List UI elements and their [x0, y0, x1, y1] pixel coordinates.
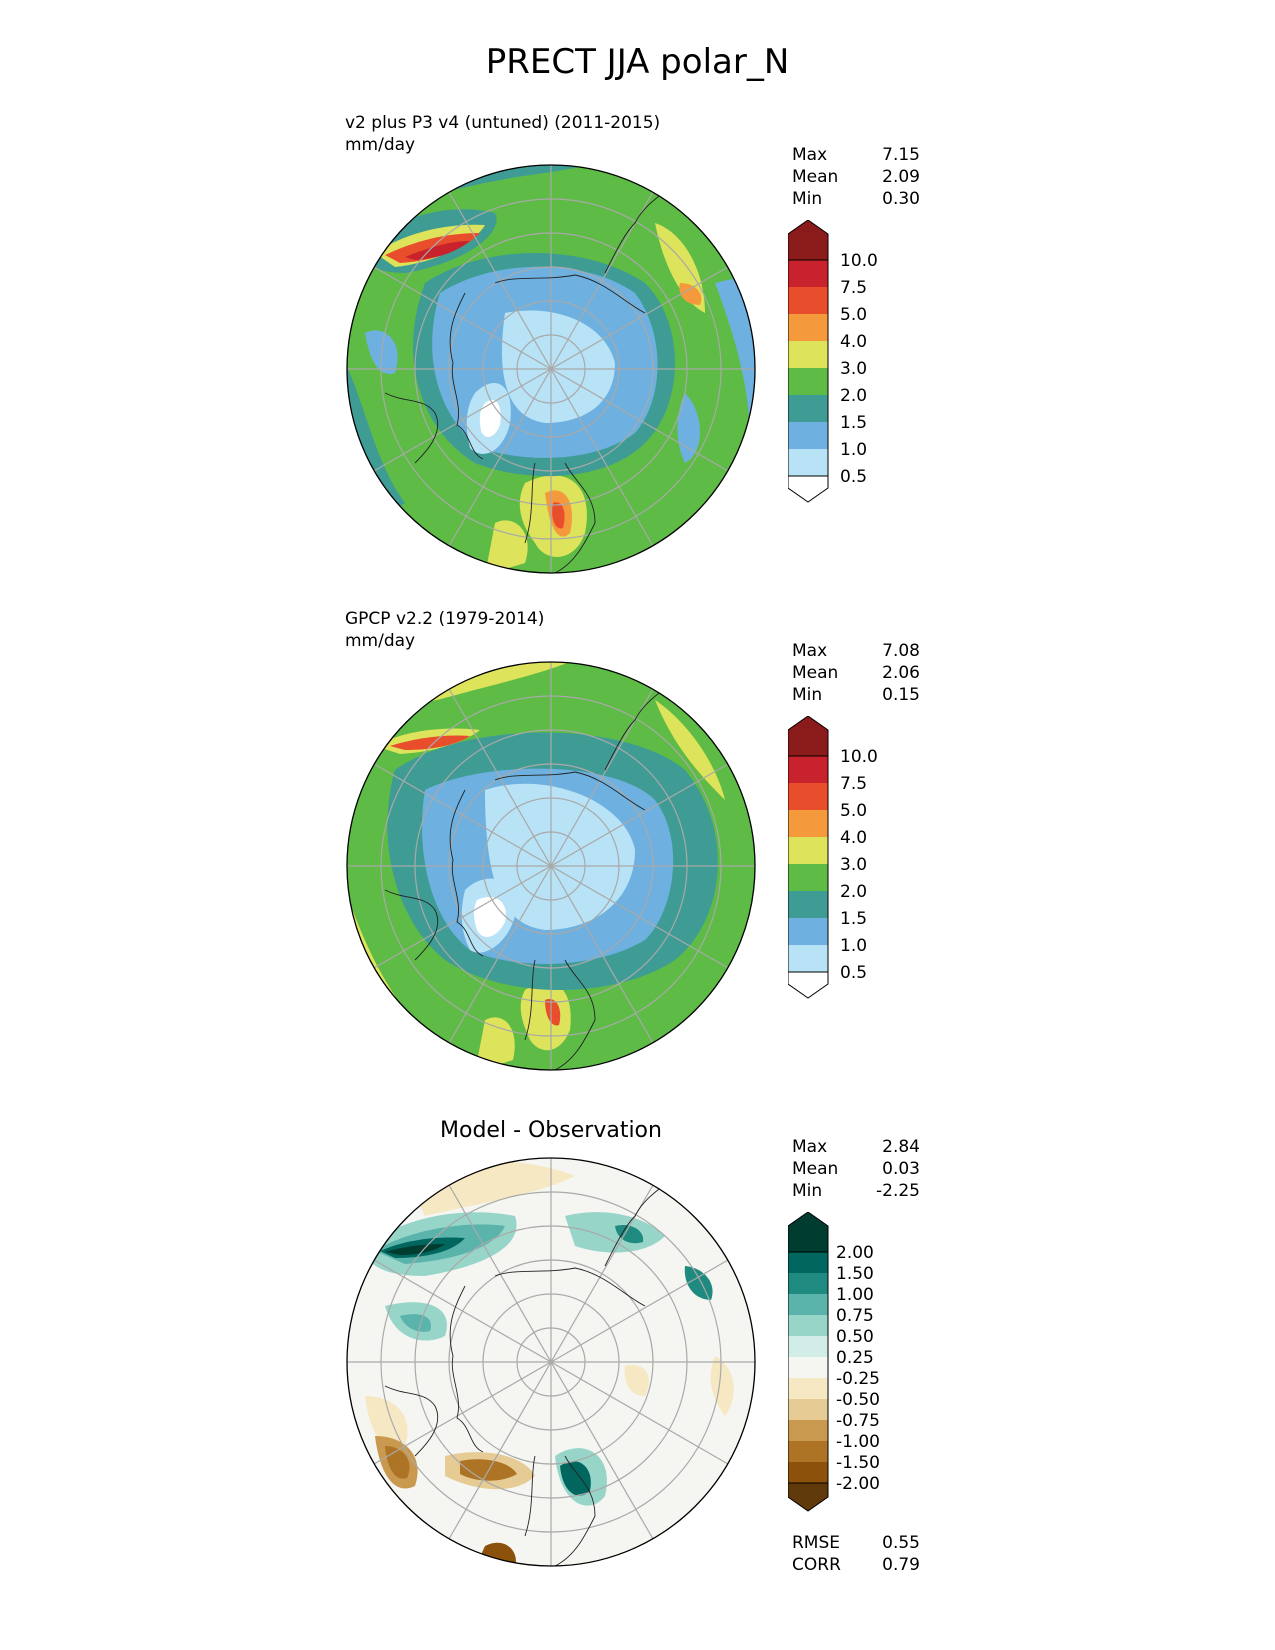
- cb3-label-neg1.00: -1.00: [836, 1432, 880, 1452]
- cb2-label-2: 2.0: [840, 882, 867, 902]
- cb2-label-4: 4.0: [840, 828, 867, 848]
- panel2-title: GPCP v2.2 (1979-2014) mm/day: [345, 608, 544, 652]
- panel2-polar-map: [346, 661, 756, 1071]
- panel2-mean: 2.06: [882, 663, 920, 683]
- panel3-title: Model - Observation: [440, 1118, 662, 1143]
- cb3-label-2.00: 2.00: [836, 1243, 874, 1263]
- stat-label: Mean: [792, 663, 839, 683]
- panel2-colorbar: 10.0 7.5 5.0 4.0 3.0 2.0 1.5 1.0 0.5: [788, 716, 878, 999]
- panel3-min: -2.25: [876, 1181, 920, 1201]
- panel2-title-line1: GPCP v2.2 (1979-2014): [345, 609, 545, 629]
- cb3-label-neg0.25: -0.25: [836, 1369, 880, 1389]
- cb2-label-7.5: 7.5: [840, 774, 867, 794]
- metric-label: RMSE: [792, 1533, 841, 1553]
- cb1-label-10: 10.0: [840, 251, 878, 271]
- panel3-mean: 0.03: [882, 1159, 920, 1179]
- panel3-corr: 0.79: [882, 1555, 920, 1575]
- cb1-label-1.5: 1.5: [840, 413, 867, 433]
- stat-label: Max: [792, 641, 828, 661]
- panel3-metrics: RMSE 0.55 CORR 0.79: [792, 1532, 920, 1576]
- cb2-label-0.5: 0.5: [840, 963, 867, 983]
- stat-label: Min: [792, 1181, 823, 1201]
- cb1-label-3: 3.0: [840, 359, 867, 379]
- cb1-label-5: 5.0: [840, 305, 867, 325]
- stat-label: Min: [792, 189, 823, 209]
- panel1-title-line1: v2 plus P3 v4 (untuned) (2011-2015): [345, 113, 661, 133]
- cb2-label-1: 1.0: [840, 936, 867, 956]
- cb3-label-neg0.50: -0.50: [836, 1390, 880, 1410]
- cb3-label-1.00: 1.00: [836, 1285, 874, 1305]
- cb3-label-neg1.50: -1.50: [836, 1453, 880, 1473]
- panel2-max: 7.08: [882, 641, 920, 661]
- figure-title: PRECT JJA polar_N: [485, 42, 790, 82]
- panel1-max: 7.15: [882, 145, 920, 165]
- panel1-colorbar: 10.0 7.5 5.0 4.0 3.0 2.0 1.5 1.0 0.5: [788, 220, 878, 503]
- cb2-label-10: 10.0: [840, 747, 878, 767]
- stat-label: Max: [792, 1137, 828, 1157]
- panel2-min: 0.15: [882, 685, 920, 705]
- cb1-label-1: 1.0: [840, 440, 867, 460]
- panel2-units: mm/day: [345, 631, 416, 651]
- panel3-rmse: 0.55: [882, 1533, 920, 1553]
- cb2-label-1.5: 1.5: [840, 909, 867, 929]
- panel3-stats: Max 2.84 Mean 0.03 Min -2.25: [792, 1136, 920, 1202]
- cb1-label-4: 4.0: [840, 332, 867, 352]
- stat-label: Mean: [792, 1159, 839, 1179]
- stat-label: Mean: [792, 167, 839, 187]
- panel1-title: v2 plus P3 v4 (untuned) (2011-2015) mm/d…: [345, 112, 660, 156]
- cb1-label-2: 2.0: [840, 386, 867, 406]
- panel1-units: mm/day: [345, 135, 416, 155]
- cb3-label-0.75: 0.75: [836, 1306, 874, 1326]
- panel3-colorbar: 2.00 1.50 1.00 0.75 0.50 0.25 -0.25 -0.5…: [788, 1212, 880, 1512]
- cb2-label-3: 3.0: [840, 855, 867, 875]
- panel1-min: 0.30: [882, 189, 920, 209]
- panel2-stats: Max 7.08 Mean 2.06 Min 0.15: [792, 640, 920, 706]
- panel3-polar-map: [346, 1157, 756, 1567]
- panel1-stats: Max 7.15 Mean 2.09 Min 0.30: [792, 144, 920, 210]
- panel1-polar-map: [346, 164, 756, 574]
- cb1-label-7.5: 7.5: [840, 278, 867, 298]
- cb1-label-0.5: 0.5: [840, 467, 867, 487]
- panel1-mean: 2.09: [882, 167, 920, 187]
- cb3-label-1.50: 1.50: [836, 1264, 874, 1284]
- cb3-label-0.25: 0.25: [836, 1348, 874, 1368]
- stat-label: Min: [792, 685, 823, 705]
- stat-label: Max: [792, 145, 828, 165]
- cb3-label-neg2.00: -2.00: [836, 1474, 880, 1494]
- cb3-label-0.50: 0.50: [836, 1327, 874, 1347]
- metric-label: CORR: [792, 1555, 841, 1575]
- panel3-max: 2.84: [882, 1137, 920, 1157]
- cb3-label-neg0.75: -0.75: [836, 1411, 880, 1431]
- cb2-label-5: 5.0: [840, 801, 867, 821]
